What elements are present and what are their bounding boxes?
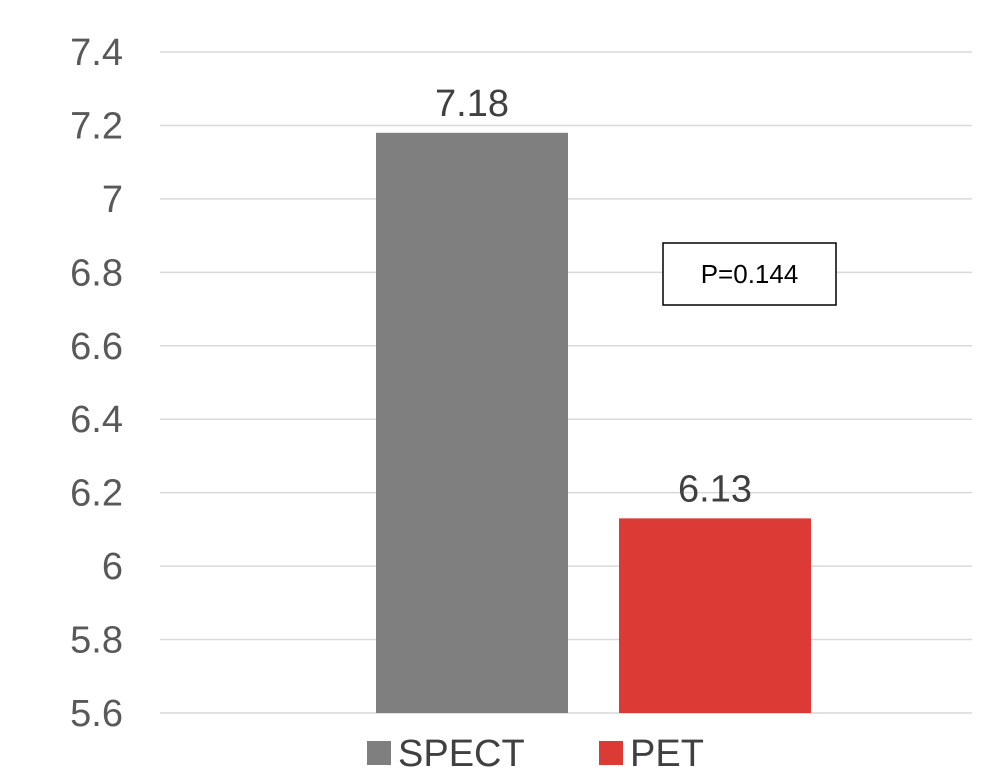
y-tick-label: 6: [102, 546, 123, 588]
data-labels: 7.18 6.13: [435, 83, 752, 511]
y-tick-label: 6.2: [70, 473, 123, 515]
bar-pet: [619, 518, 811, 713]
y-tick-label: 6.4: [70, 399, 123, 441]
data-label-spect: 7.18: [435, 83, 509, 125]
data-label-pet: 6.13: [678, 468, 752, 510]
legend-label-pet: PET: [630, 733, 704, 774]
legend: SPECT PET: [367, 733, 704, 774]
legend-swatch-spect: [367, 741, 391, 765]
y-tick-label: 6.8: [70, 252, 123, 294]
y-tick-label: 7.4: [70, 32, 123, 74]
legend-label-spect: SPECT: [398, 733, 525, 774]
annotation-box: [662, 242, 837, 306]
y-tick-label: 5.8: [70, 620, 123, 662]
bars: [376, 132, 811, 714]
legend-swatch-pet: [599, 741, 623, 765]
bar-spect: [376, 132, 568, 714]
y-tick-label: 6.6: [70, 326, 123, 368]
y-axis-ticks: 5.6 5.8 6 6.2 6.4 6.6 6.8 7 7.2 7.4: [70, 32, 123, 735]
y-tick-label: 7: [102, 179, 123, 221]
y-tick-label: 5.6: [70, 693, 123, 735]
y-tick-label: 7.2: [70, 105, 123, 147]
p-value-annotation: P=0.144: [662, 242, 837, 306]
annotation-text: P=0.144: [701, 259, 799, 289]
